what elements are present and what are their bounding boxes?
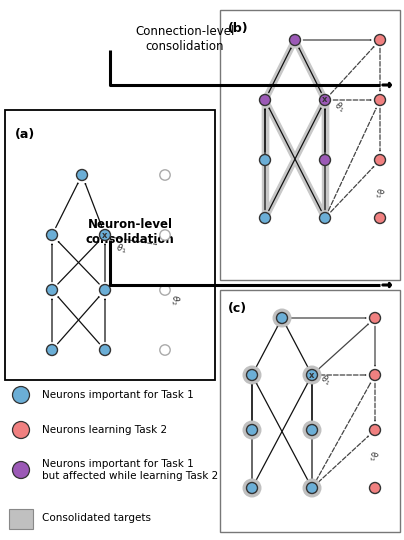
Polygon shape [322,100,328,218]
Circle shape [99,345,111,355]
Circle shape [46,230,57,240]
Text: Neuron-level
consolidation: Neuron-level consolidation [86,218,175,246]
Text: x: x [309,370,315,380]
Circle shape [273,308,292,327]
Polygon shape [262,100,268,218]
Circle shape [303,421,322,440]
Text: (c): (c) [228,302,247,315]
Circle shape [76,170,88,180]
Circle shape [13,422,29,438]
Circle shape [160,345,170,355]
Text: Neurons learning Task 2: Neurons learning Task 2 [42,425,167,435]
Text: Neurons important for Task 1: Neurons important for Task 1 [42,390,194,400]
Circle shape [290,35,301,45]
Circle shape [307,483,318,494]
Circle shape [13,462,29,478]
Polygon shape [263,39,297,101]
Circle shape [370,424,381,435]
Polygon shape [322,100,328,160]
Circle shape [160,285,170,295]
Text: (b): (b) [228,22,248,35]
Text: $\theta_1$: $\theta_1$ [318,373,333,388]
Circle shape [259,94,271,105]
Circle shape [99,285,111,295]
Circle shape [320,94,330,105]
Circle shape [303,478,322,497]
Circle shape [370,313,381,323]
Circle shape [46,285,57,295]
Circle shape [307,369,318,381]
Text: $\theta_1$: $\theta_1$ [332,99,347,116]
Text: Neurons important for Task 1
but affected while learning Task 2: Neurons important for Task 1 but affecte… [42,459,218,481]
Circle shape [375,154,385,165]
Circle shape [375,35,385,45]
Polygon shape [263,99,328,219]
FancyBboxPatch shape [220,290,400,532]
Circle shape [242,421,261,440]
Circle shape [320,213,330,224]
Circle shape [13,387,29,403]
Circle shape [276,313,288,323]
FancyBboxPatch shape [5,110,215,380]
Text: x: x [102,231,108,240]
Polygon shape [262,100,268,160]
Circle shape [259,213,271,224]
Polygon shape [263,99,328,219]
Text: x: x [322,96,328,105]
Circle shape [375,213,385,224]
Circle shape [99,230,111,240]
Circle shape [160,230,170,240]
Circle shape [259,154,271,165]
Circle shape [320,154,330,165]
FancyBboxPatch shape [220,10,400,280]
Text: $\theta_2$: $\theta_2$ [372,187,385,199]
Circle shape [242,366,261,384]
Text: (a): (a) [15,128,35,141]
Circle shape [375,94,385,105]
Text: $\theta_2$: $\theta_2$ [366,450,379,462]
Circle shape [46,345,57,355]
Polygon shape [292,39,328,101]
Text: $\theta_2$: $\theta_2$ [168,294,181,306]
Circle shape [242,478,261,497]
FancyBboxPatch shape [9,509,33,529]
Circle shape [370,369,381,381]
Text: Connection-level
consolidation: Connection-level consolidation [135,25,235,53]
Circle shape [246,483,257,494]
Text: $\theta_1$: $\theta_1$ [115,241,128,255]
Circle shape [160,170,170,180]
Text: Consolidated targets: Consolidated targets [42,513,151,523]
Circle shape [246,424,257,435]
Circle shape [246,369,257,381]
Circle shape [370,483,381,494]
Circle shape [307,424,318,435]
Circle shape [303,366,322,384]
